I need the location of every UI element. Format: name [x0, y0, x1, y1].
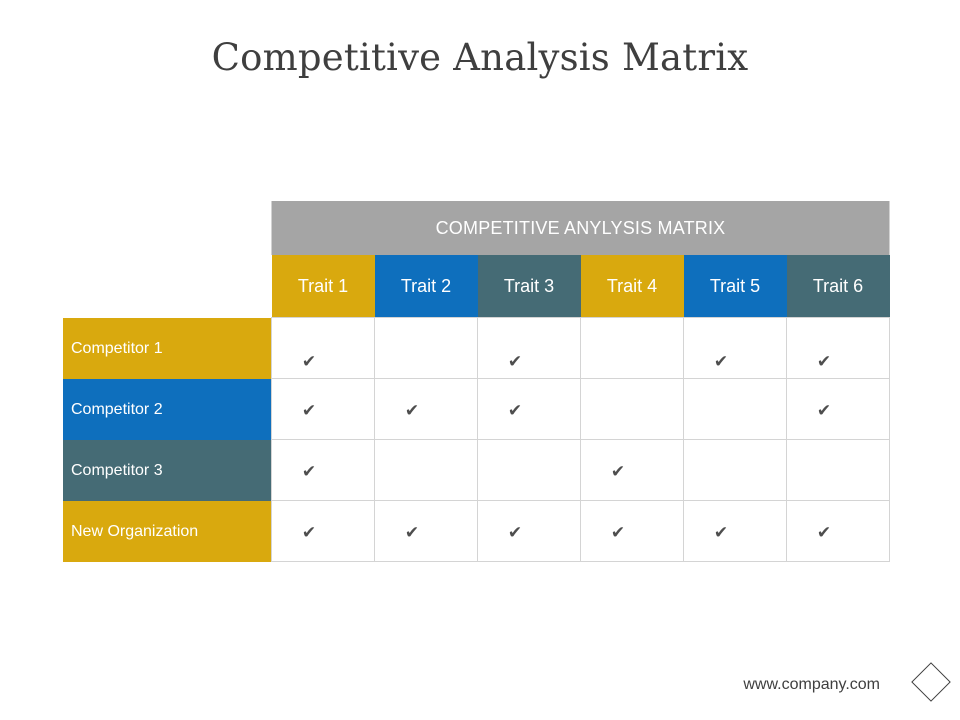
competitor-label: New Organization	[63, 500, 272, 562]
trait-header-3: Trait 3	[477, 255, 581, 318]
table-row: Competitor 3 ✔ ✔	[63, 439, 890, 501]
matrix-cell	[374, 439, 478, 501]
check-icon: ✔	[816, 352, 832, 372]
diamond-outline-icon	[911, 662, 951, 702]
matrix-cell	[477, 439, 581, 501]
check-icon: ✔	[816, 523, 832, 543]
check-icon: ✔	[713, 523, 729, 543]
matrix-banner: COMPETITIVE ANYLYSIS MATRIX	[271, 201, 890, 255]
check-icon: ✔	[301, 401, 317, 421]
competitor-label: Competitor 2	[63, 378, 272, 440]
competitor-label-text: Competitor 2	[71, 400, 163, 418]
check-icon: ✔	[404, 401, 420, 421]
matrix-cell: ✔	[683, 500, 787, 562]
check-icon: ✔	[301, 523, 317, 543]
trait-header-2: Trait 2	[374, 255, 478, 318]
trait-header-5: Trait 5	[683, 255, 787, 318]
check-icon: ✔	[301, 352, 317, 372]
competitor-label-text: Competitor 3	[71, 461, 163, 479]
trait-header-4: Trait 4	[580, 255, 684, 318]
matrix-cell	[374, 317, 478, 379]
matrix-cell	[580, 317, 684, 379]
matrix-cell: ✔	[786, 500, 890, 562]
banner-row: COMPETITIVE ANYLYSIS MATRIX	[63, 201, 890, 255]
matrix-cell	[786, 439, 890, 501]
competitive-matrix-table: COMPETITIVE ANYLYSIS MATRIX Trait 1 Trait…	[63, 201, 890, 562]
matrix-cell: ✔	[786, 378, 890, 440]
matrix-cell: ✔	[477, 317, 581, 379]
matrix-cell: ✔	[580, 500, 684, 562]
matrix-cell: ✔	[683, 317, 787, 379]
competitor-label-text: New Organization	[71, 522, 199, 540]
trait-header-row: Trait 1 Trait 2 Trait 3 Trait 4 Trait 5 Trait…	[63, 255, 890, 318]
matrix-cell: ✔	[786, 317, 890, 379]
matrix-cell: ✔	[271, 500, 375, 562]
matrix-cell	[683, 439, 787, 501]
footer-url: www.company.com	[743, 676, 880, 693]
check-icon: ✔	[713, 352, 729, 372]
matrix-cell	[683, 378, 787, 440]
check-icon: ✔	[610, 462, 626, 482]
matrix-cell: ✔	[271, 317, 375, 379]
matrix-cell: ✔	[477, 378, 581, 440]
matrix-cell: ✔	[271, 378, 375, 440]
matrix-cell: ✔	[374, 378, 478, 440]
trait-header-6: Trait 6	[786, 255, 890, 318]
page-title: Competitive Analysis Matrix	[211, 36, 749, 79]
table-row: Competitor 1 ✔ ✔ ✔ ✔	[63, 317, 890, 379]
check-icon: ✔	[507, 523, 523, 543]
matrix-cell	[580, 378, 684, 440]
matrix-cell: ✔	[374, 500, 478, 562]
corner-blank	[63, 255, 272, 318]
competitor-label: Competitor 3	[63, 439, 272, 501]
check-icon: ✔	[507, 401, 523, 421]
table-row: Competitor 2 ✔ ✔ ✔ ✔	[63, 378, 890, 440]
trait-header-1: Trait 1	[271, 255, 375, 318]
competitor-label-text: Competitor 1	[71, 339, 163, 357]
check-icon: ✔	[610, 523, 626, 543]
check-icon: ✔	[507, 352, 523, 372]
check-icon: ✔	[816, 401, 832, 421]
matrix-cell: ✔	[580, 439, 684, 501]
matrix-cell: ✔	[271, 439, 375, 501]
competitor-label: Competitor 1	[63, 317, 272, 379]
check-icon: ✔	[404, 523, 420, 543]
check-icon: ✔	[301, 462, 317, 482]
matrix-cell: ✔	[477, 500, 581, 562]
table-row: New Organization ✔ ✔ ✔ ✔ ✔ ✔	[63, 500, 890, 562]
corner-blank	[63, 201, 272, 255]
